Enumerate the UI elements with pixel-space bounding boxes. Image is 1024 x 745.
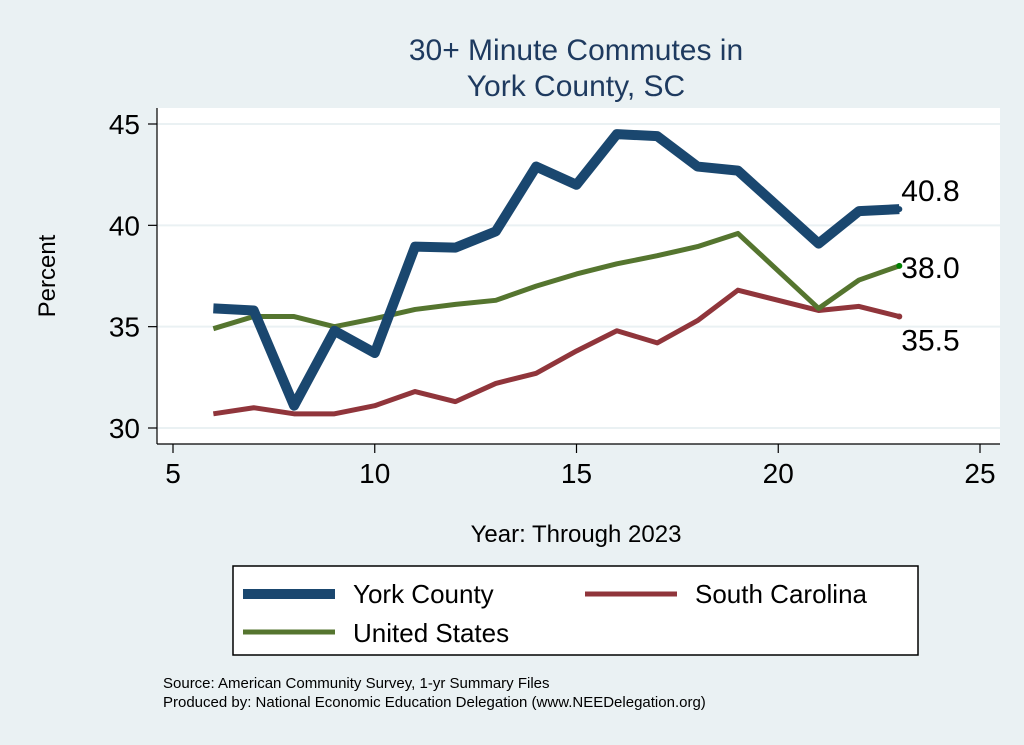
y-tick-label: 35 bbox=[109, 312, 140, 343]
y-tick-label: 45 bbox=[109, 109, 140, 140]
end-label-south-carolina: 35.5 bbox=[901, 325, 959, 358]
chart-title: 30+ Minute Commutes in bbox=[409, 34, 743, 67]
source-note: Source: American Community Survey, 1-yr … bbox=[163, 675, 550, 692]
chart-title-line2: York County, SC bbox=[467, 70, 685, 103]
x-tick-label: 10 bbox=[359, 458, 390, 489]
x-axis-label: Year: Through 2023 bbox=[471, 521, 682, 548]
x-tick-label: 20 bbox=[763, 458, 794, 489]
y-axis-label: Percent bbox=[34, 234, 61, 317]
y-tick-label: 40 bbox=[109, 210, 140, 241]
x-tick-label: 5 bbox=[165, 458, 181, 489]
legend-label-south-carolina: South Carolina bbox=[695, 579, 868, 609]
legend: York County South Carolina United States bbox=[232, 565, 919, 656]
data-point bbox=[896, 206, 903, 213]
x-tick-label: 25 bbox=[964, 458, 995, 489]
y-tick-label: 30 bbox=[109, 413, 140, 444]
x-tick-label: 15 bbox=[561, 458, 592, 489]
legend-label-united-states: United States bbox=[353, 618, 509, 648]
end-label-united-states: 38.0 bbox=[901, 252, 959, 285]
data-point bbox=[896, 313, 903, 320]
end-label-york-county: 40.8 bbox=[901, 175, 959, 208]
producer-note: Produced by: National Economic Education… bbox=[163, 694, 706, 711]
legend-label-york-county: York County bbox=[353, 579, 494, 609]
data-point bbox=[896, 262, 903, 269]
